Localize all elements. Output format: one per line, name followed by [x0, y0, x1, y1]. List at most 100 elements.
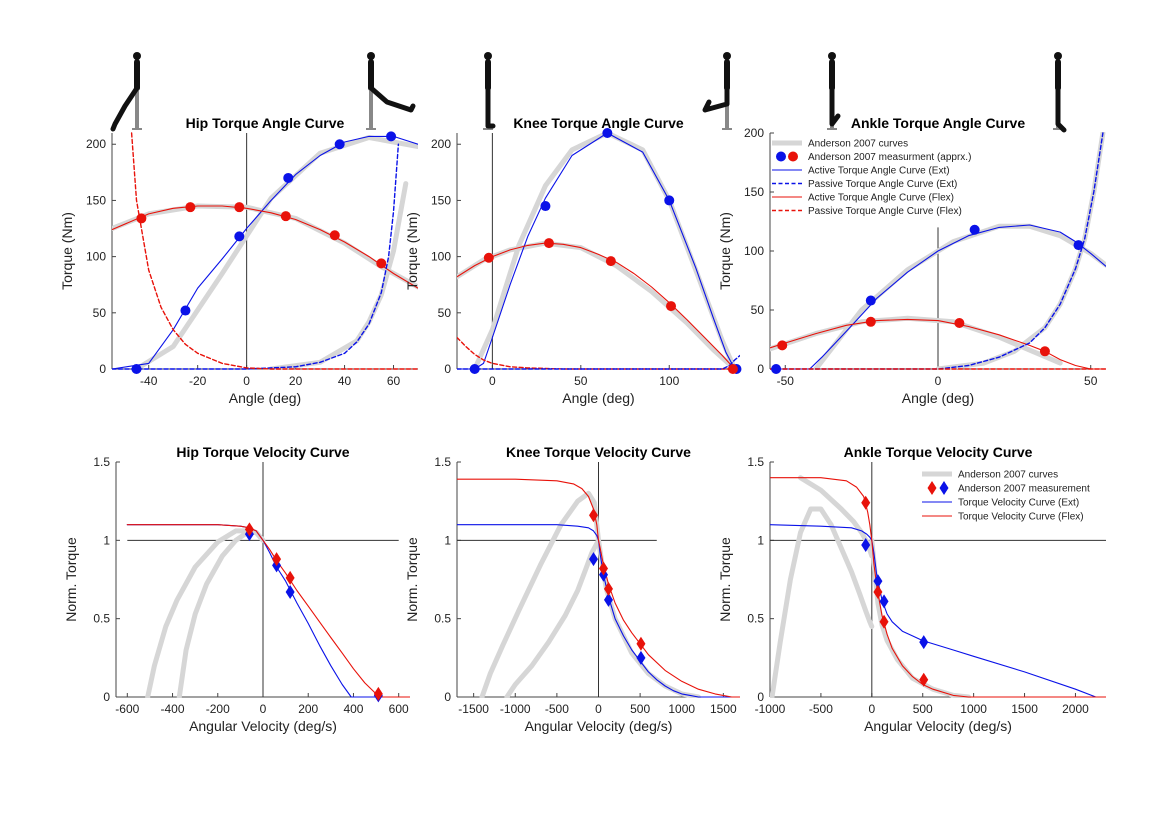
ext-measure-point [131, 364, 142, 374]
y-tick-label: 150 [431, 193, 451, 207]
x-axis-label: Angular Velocity (deg/s) [864, 718, 1012, 734]
x-tick-label: 0 [935, 374, 942, 388]
ext-measure-point [180, 305, 191, 316]
y-tick-label: 0 [444, 690, 451, 704]
stick-figure-knee-flexed-icon [702, 52, 732, 130]
legend-label: Anderson 2007 measurement [958, 484, 1090, 495]
chart-panel: 0 50 100 150 200 -50 0 50 Ankle Torque Angle Cur… [717, 115, 1106, 406]
y-tick-label: 0 [99, 362, 106, 376]
ext-measure-diamond [603, 592, 613, 607]
x-tick-label: -500 [545, 702, 569, 716]
curves [126, 524, 410, 698]
anderson-curve [479, 490, 601, 698]
y-tick-label: 1 [103, 533, 110, 547]
y-tick-label: 50 [751, 303, 765, 317]
y-tick-label: 150 [86, 193, 106, 207]
ext-measure-point [234, 231, 245, 242]
y-tick-label: 100 [86, 250, 106, 264]
x-tick-label: 2000 [1062, 702, 1089, 716]
flex-measure-diamond [919, 672, 929, 687]
ext-passive-curve [457, 354, 740, 370]
x-tick-label: 500 [913, 702, 933, 716]
y-tick-label: 0 [444, 362, 451, 376]
x-axis-label: Angular Velocity (deg/s) [189, 718, 337, 734]
x-axis-label: Angle (deg) [229, 390, 301, 406]
legend: Anderson 2007 curves Anderson 2007 measur… [922, 470, 1090, 523]
chart-title: Ankle Torque Angle Curve [851, 115, 1025, 131]
legend-label: Anderson 2007 curves [958, 470, 1058, 481]
chart-panel: 0 50 100 150 200 0 50 100 Knee Torque Angle Curv… [404, 115, 742, 406]
flex-measure-point [329, 230, 340, 241]
head [484, 52, 492, 60]
anderson-curve [145, 528, 266, 698]
ext-passive-curve [112, 143, 400, 370]
flex-measure-point [666, 301, 677, 312]
flex-measure-point [280, 211, 291, 222]
anderson-curve [134, 135, 418, 370]
y-tick-label: 0.5 [434, 612, 451, 626]
flex-measure-diamond [589, 508, 599, 523]
moving-leg [110, 85, 140, 132]
x-tick-label: 200 [298, 702, 318, 716]
legend-label: Anderson 2007 curves [808, 139, 908, 150]
y-axis-label: Norm. Torque [717, 537, 733, 622]
moving-leg [702, 85, 730, 113]
x-tick-label: -1500 [458, 702, 489, 716]
legend-label: Torque Velocity Curve (Ext) [958, 498, 1079, 509]
y-tick-label: 0.5 [93, 612, 110, 626]
y-tick-label: 1 [444, 533, 451, 547]
chart-title: Knee Torque Velocity Curve [506, 444, 691, 460]
x-axis-label: Angle (deg) [902, 390, 974, 406]
y-tick-label: 1.5 [434, 455, 451, 469]
chart-title: Ankle Torque Velocity Curve [844, 444, 1033, 460]
flex-active-curve [770, 318, 1106, 370]
ext-measure-point [969, 224, 980, 235]
y-tick-label: 100 [744, 244, 764, 258]
x-tick-label: 50 [1084, 374, 1098, 388]
x-tick-label: 60 [387, 374, 401, 388]
flex-measure-diamond [244, 522, 254, 537]
y-tick-label: 1.5 [747, 455, 764, 469]
y-tick-label: 200 [86, 137, 106, 151]
chart-panel: 0 0.5 1 1.5 -600 -400 -200 0 200 400 600 Hip Torque… [63, 444, 410, 734]
ext-measure-point [771, 364, 782, 374]
y-tick-label: 150 [744, 185, 764, 199]
ext-active-curve [770, 224, 1106, 370]
stick-figure-ankle-dorsi-icon [827, 52, 841, 130]
flex-measure-diamond [861, 495, 871, 510]
x-tick-label: 40 [338, 374, 352, 388]
ext-active-curve [457, 132, 740, 370]
chart-panel: 0 0.5 1 1.5 -1500 -1000 -500 0 500 1000 1500 Knee T… [404, 444, 740, 734]
legend: Anderson 2007 curves Anderson 2007 measur… [772, 139, 971, 217]
x-tick-label: 0 [243, 374, 250, 388]
flex-measure-diamond [373, 686, 383, 701]
x-tick-label: -40 [140, 374, 158, 388]
flex-measure-point [865, 316, 876, 327]
anderson-curve [176, 530, 266, 698]
flex-active-curve [770, 477, 1106, 698]
x-tick-label: -400 [161, 702, 185, 716]
ext-measure-diamond [589, 552, 599, 567]
x-tick-label: 0 [595, 702, 602, 716]
stick-figure-hip-flexed-icon [110, 52, 142, 132]
stick-figure-knee-extended-icon [483, 52, 496, 130]
flex-measure-diamond [873, 585, 883, 600]
y-axis-label: Torque (Nm) [717, 212, 733, 290]
y-axis-label: Norm. Torque [63, 537, 79, 622]
ext-measure-diamond [861, 538, 871, 553]
anderson-curve [798, 475, 875, 559]
legend-swatch-diamond [927, 481, 937, 495]
y-tick-label: 50 [93, 306, 107, 320]
x-tick-label: 1000 [668, 702, 695, 716]
y-tick-label: 200 [431, 137, 451, 151]
y-tick-label: 100 [431, 250, 451, 264]
legend-swatch [927, 481, 949, 495]
ext-active-curve [457, 524, 740, 698]
chart-title: Knee Torque Angle Curve [513, 115, 684, 131]
x-tick-label: -200 [206, 702, 230, 716]
y-tick-label: 50 [438, 306, 452, 320]
anderson-curve [268, 181, 409, 370]
chart-panel: 0 50 100 150 200 -40 -20 0 20 40 60 Hip Torque Angl… [59, 115, 418, 406]
y-axis-label: Norm. Torque [404, 537, 420, 622]
x-tick-label: -1000 [500, 702, 531, 716]
